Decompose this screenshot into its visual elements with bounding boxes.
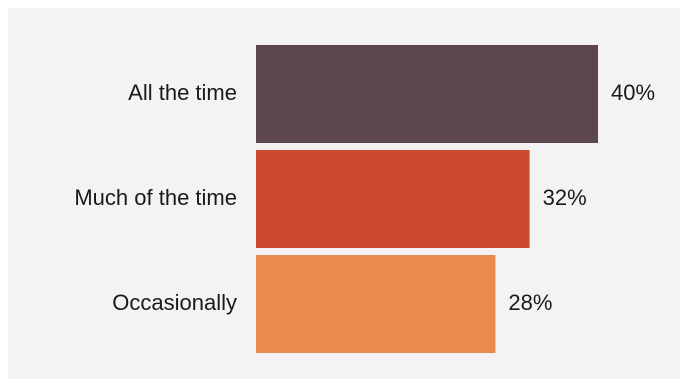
- bar-much-of-the-time: [256, 150, 530, 248]
- bar-all-the-time: [256, 45, 598, 143]
- value-label: 40%: [611, 80, 655, 105]
- value-label: 28%: [508, 290, 552, 315]
- value-label: 32%: [543, 185, 587, 210]
- bar-occasionally: [256, 255, 495, 353]
- category-label: All the time: [128, 80, 237, 105]
- category-label: Occasionally: [112, 290, 237, 315]
- category-label: Much of the time: [74, 185, 237, 210]
